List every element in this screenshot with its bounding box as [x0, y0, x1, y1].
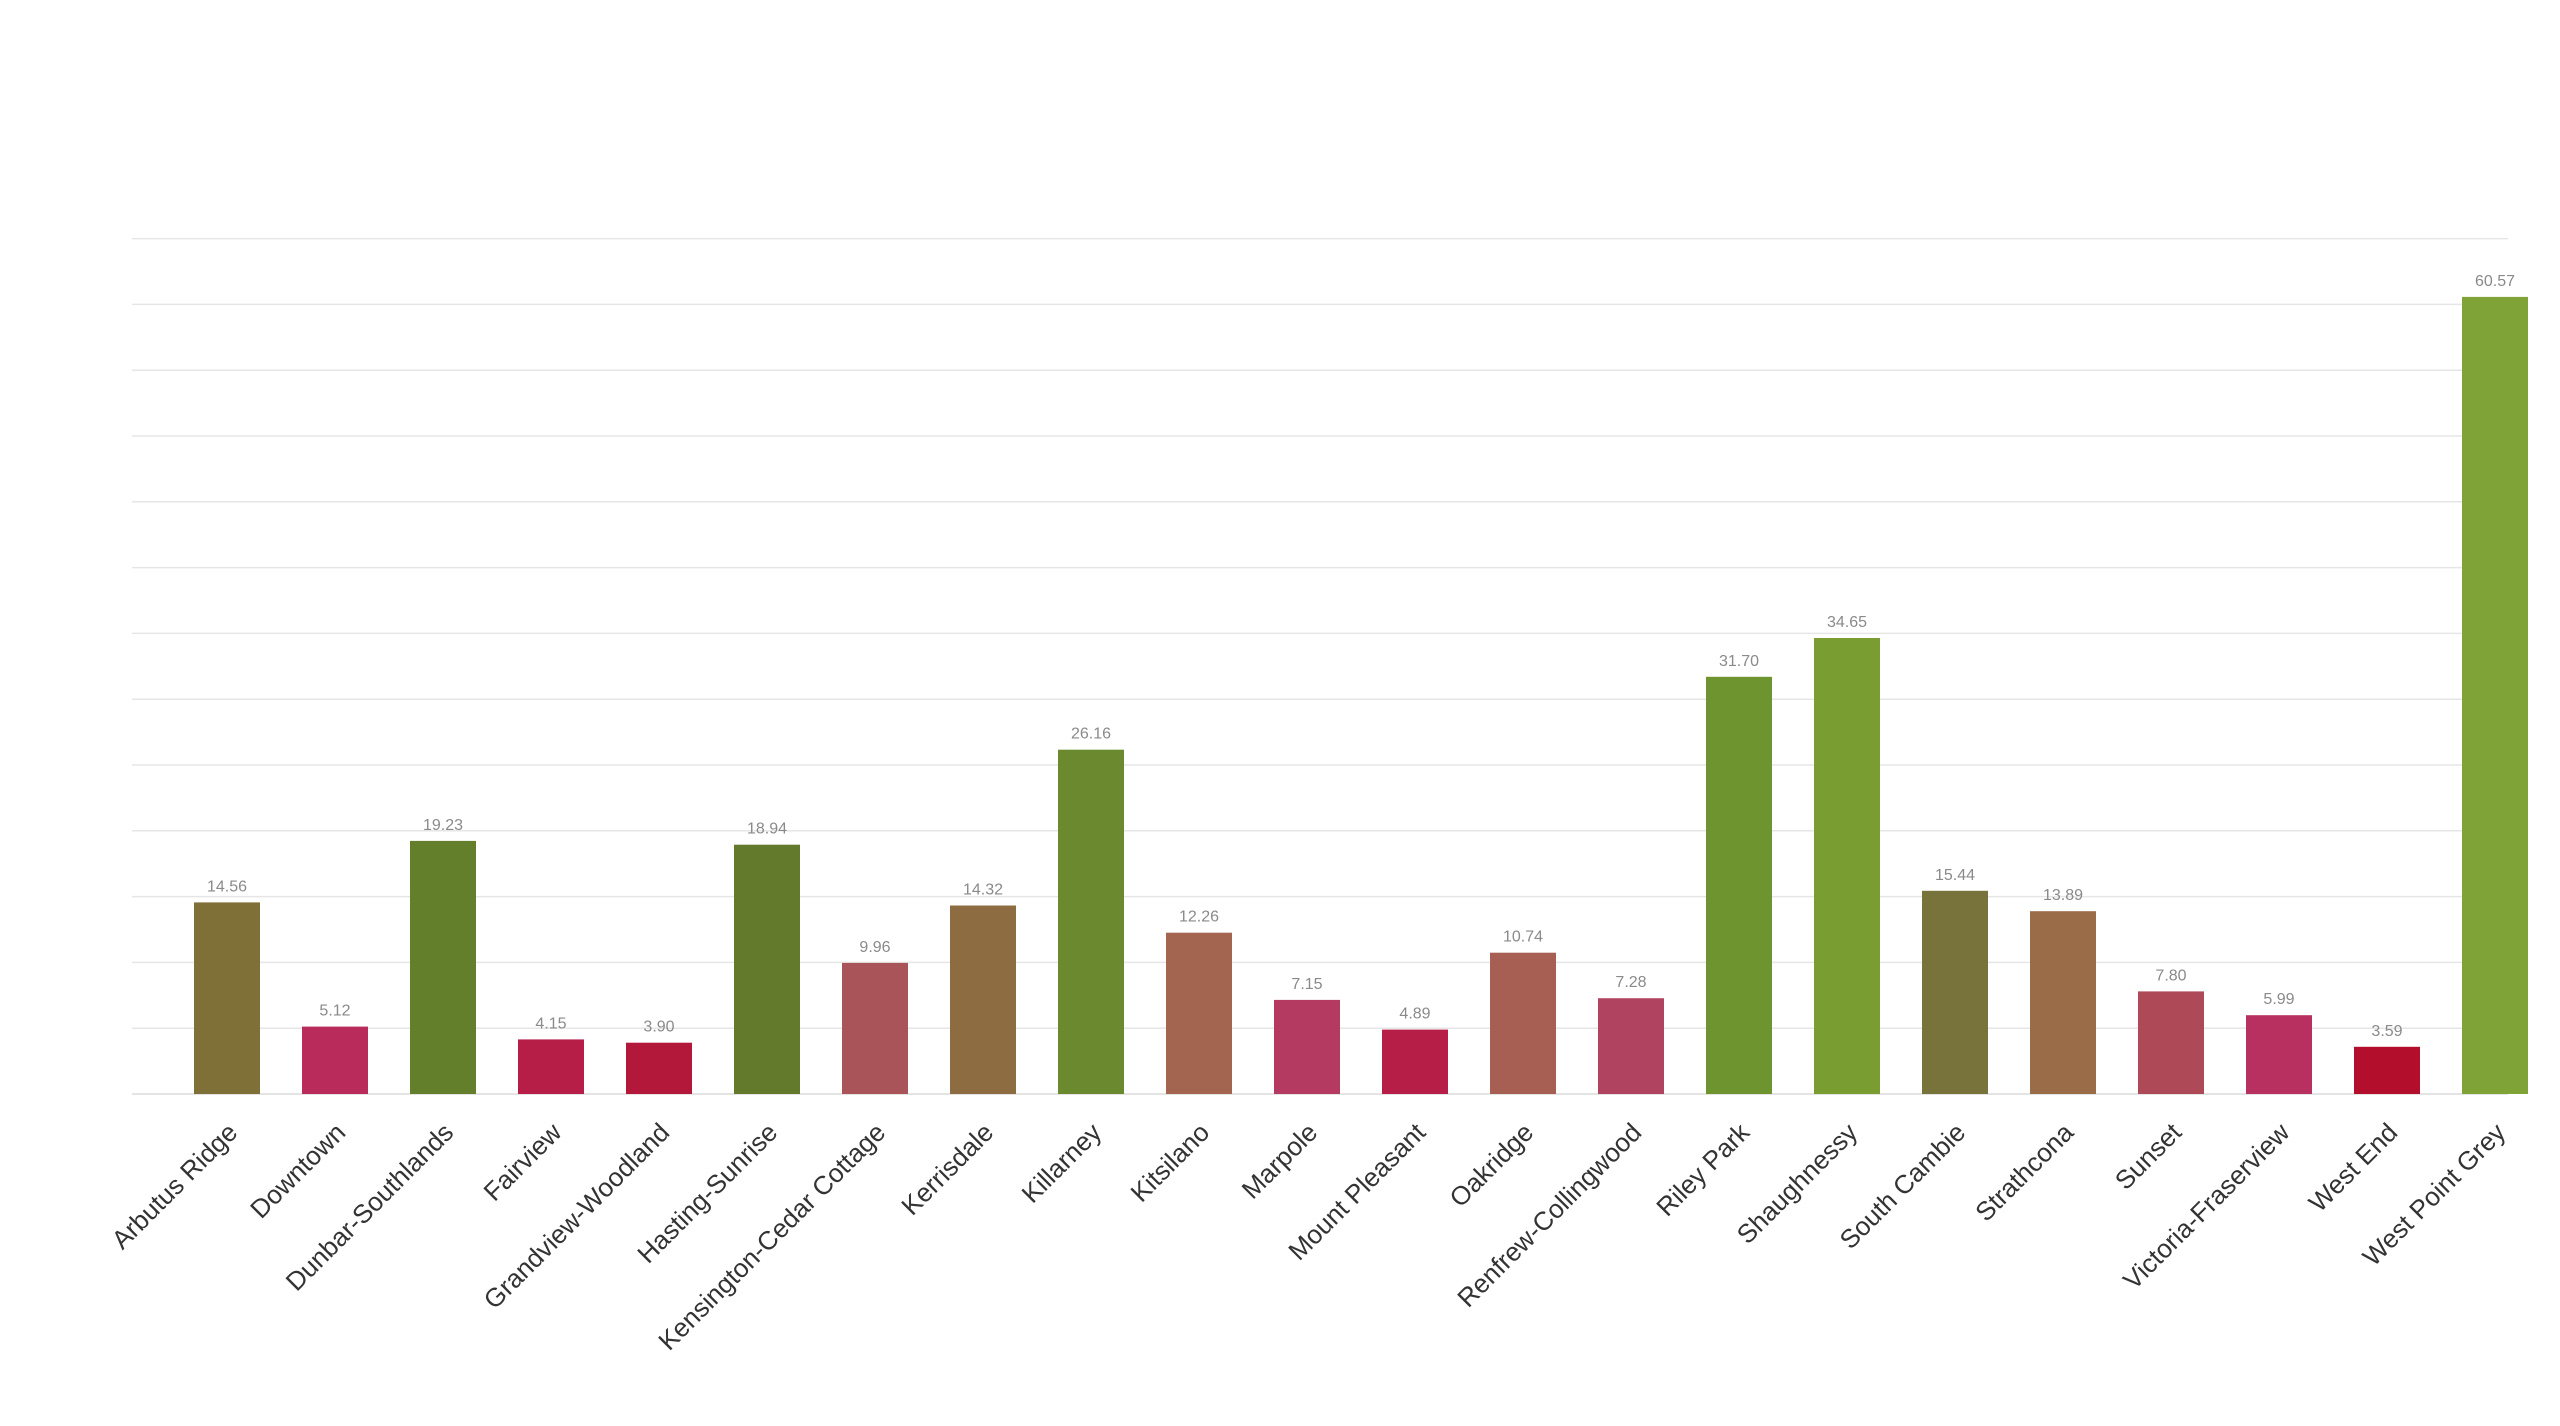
- x-tick-label: Renfrew-Collingwood: [1451, 1117, 1647, 1313]
- data-label: 9.96: [859, 939, 890, 956]
- data-label: 4.89: [1399, 1006, 1430, 1023]
- x-tick-label: Kitsilano: [1125, 1117, 1216, 1208]
- data-label: 3.59: [2371, 1023, 2402, 1040]
- bar: [1598, 998, 1664, 1094]
- x-tick-label: Arbutus Ridge: [106, 1117, 244, 1255]
- bar: [1382, 1029, 1448, 1094]
- data-label: 3.90: [643, 1019, 674, 1036]
- data-label: 14.56: [207, 878, 247, 895]
- bar: [194, 902, 260, 1094]
- data-label: 4.15: [535, 1015, 566, 1032]
- data-label: 7.15: [1291, 976, 1322, 993]
- x-tick-label: Sunset: [2109, 1116, 2188, 1195]
- bar: [950, 905, 1016, 1094]
- data-label: 31.70: [1719, 653, 1759, 670]
- x-tick-label: Killarney: [1016, 1117, 1108, 1209]
- bar: [2030, 911, 2096, 1094]
- bar: [734, 844, 800, 1094]
- bar: [302, 1026, 368, 1094]
- data-label: 15.44: [1935, 867, 1975, 884]
- bar: [1490, 952, 1556, 1094]
- data-label: 34.65: [1827, 614, 1867, 631]
- data-label: 13.89: [2043, 887, 2083, 904]
- x-tick-label: Marpole: [1236, 1117, 1324, 1205]
- data-label: 10.74: [1503, 929, 1543, 946]
- x-tick-label: Strathcona: [1969, 1117, 2080, 1228]
- bar: [2138, 991, 2204, 1094]
- x-tick-label: Downtown: [244, 1117, 351, 1224]
- bars: [194, 296, 2528, 1094]
- bar: [1922, 890, 1988, 1094]
- x-tick-label: West End: [2303, 1117, 2404, 1218]
- data-label: 12.26: [1179, 909, 1219, 926]
- bar: [518, 1039, 584, 1094]
- x-tick-label: Kerrisdale: [895, 1117, 999, 1221]
- bar: [2354, 1046, 2420, 1094]
- x-tick-label: Oakridge: [1443, 1117, 1539, 1213]
- x-tick-label: Fairview: [478, 1117, 568, 1207]
- bar: [2462, 296, 2528, 1094]
- bar: [842, 962, 908, 1094]
- data-label: 26.16: [1071, 726, 1111, 743]
- value-labels: 14.56 5.12 19.23 4.15 3.90 18.94 9.96 14.32 26.1…: [207, 273, 2515, 1040]
- bar: [410, 840, 476, 1094]
- bar: [2246, 1015, 2312, 1094]
- data-label: 5.12: [319, 1003, 350, 1020]
- data-label: 14.32: [963, 882, 1003, 899]
- bar: [1706, 676, 1772, 1094]
- x-tick-label: Riley Park: [1650, 1116, 1756, 1222]
- data-label: 60.57: [2475, 273, 2515, 290]
- data-label: 7.28: [1615, 974, 1646, 991]
- bar: [1274, 999, 1340, 1094]
- bar: [1814, 638, 1880, 1094]
- x-tick-label: Kensington-Cedar Cottage: [652, 1117, 891, 1356]
- bar: [626, 1042, 692, 1094]
- data-label: 18.94: [747, 821, 787, 838]
- gridlines: [132, 237, 2508, 1095]
- data-label: 19.23: [423, 817, 463, 834]
- bar: [1058, 749, 1124, 1094]
- bar: [1166, 932, 1232, 1094]
- data-label: 7.80: [2155, 967, 2186, 984]
- x-tick-label: Grandview-Woodland: [478, 1117, 676, 1315]
- data-label: 5.99: [2263, 991, 2294, 1008]
